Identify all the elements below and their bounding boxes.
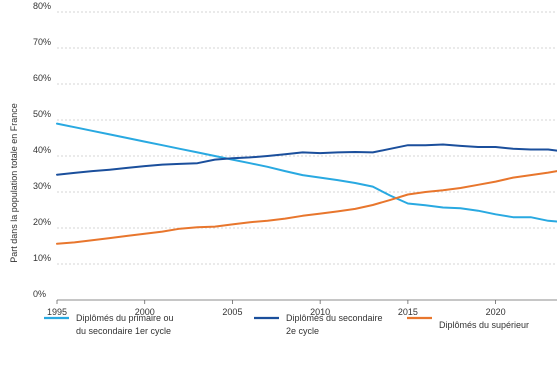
legend: Diplômés du primaire ou du secondaire 1er… [44, 313, 529, 336]
legend-label: Diplômés du supérieur [439, 320, 529, 330]
x-tick-label: 2010 [310, 307, 330, 317]
y-tick-label: 10% [33, 253, 51, 263]
x-tick-label: 1995 [47, 307, 67, 317]
y-tick-label: 0% [33, 289, 46, 299]
legend-label: Diplômés du primaire ou [76, 313, 174, 323]
legend-label: du secondaire 1er cycle [76, 326, 171, 336]
y-tick-label: 50% [33, 109, 51, 119]
x-tick-label: 2005 [222, 307, 242, 317]
y-axis-label: Part dans la population totale en France [9, 103, 19, 263]
series-line-3 [56, 170, 557, 245]
y-tick-label: 20% [33, 217, 51, 227]
y-tick-label: 30% [33, 181, 51, 191]
x-axis-ticks: 1995 2000 2005 2010 2015 2020 [47, 300, 506, 317]
y-axis-ticks: 0% 10% 20% 30% 40% 50% 60% 70% 80% [33, 1, 51, 299]
x-tick-label: 2000 [135, 307, 155, 317]
grid-layer [57, 11, 557, 301]
series-line-2 [56, 143, 557, 176]
y-tick-label: 70% [33, 37, 51, 47]
y-tick-label: 40% [33, 145, 51, 155]
legend-label: Diplômés du secondaire [286, 313, 383, 323]
y-tick-label: 80% [33, 1, 51, 11]
legend-label: 2e cycle [286, 326, 319, 336]
x-tick-label: 2020 [486, 307, 506, 317]
series-line-1 [56, 122, 557, 223]
series-layer [56, 122, 557, 245]
x-tick-label: 2015 [398, 307, 418, 317]
y-tick-label: 60% [33, 73, 51, 83]
